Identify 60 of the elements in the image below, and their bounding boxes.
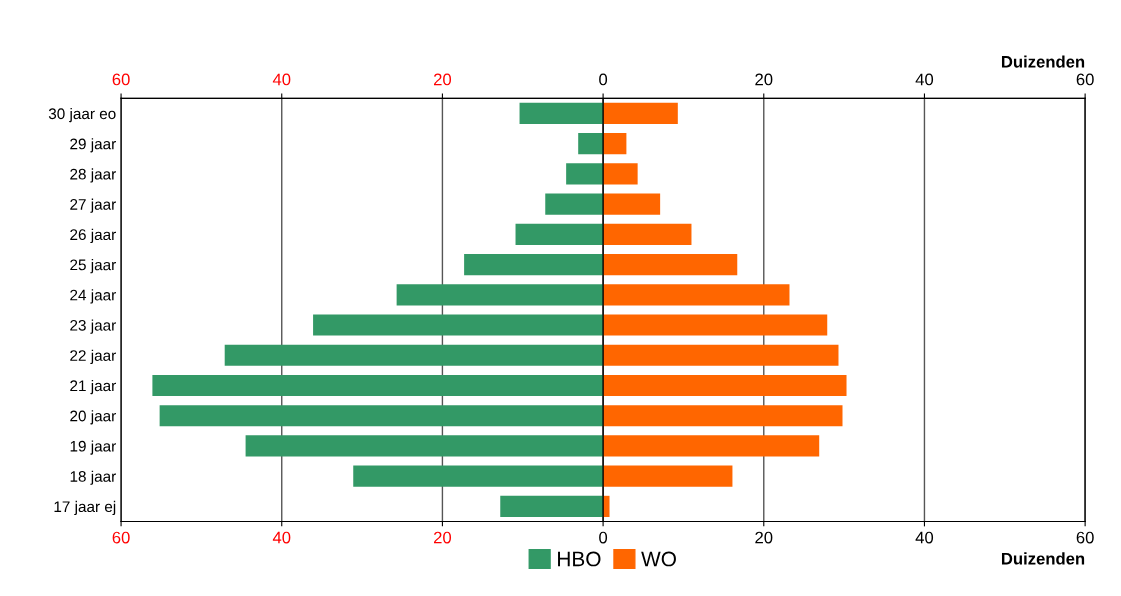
x-tick-label: 40 [272,531,291,544]
bar [578,133,604,155]
bar [464,254,604,276]
x2-tick-label: 20 [755,73,773,86]
bar [603,193,661,215]
bar [353,465,604,487]
bar [603,405,843,427]
x2-tick-label: 0 [599,73,608,86]
x-tick-label: 40 [915,531,934,544]
y-tick-label: 28 jaar [70,168,116,183]
bar [396,284,604,306]
y-tick-label: 22 jaar [70,349,116,364]
x-tick-label: 60 [112,531,130,544]
bar [152,374,604,397]
x-tick-label: 0 [599,531,608,544]
x2-tick-label: 40 [915,73,934,86]
y-tick-label: 29 jaar [70,138,116,153]
bar [603,163,638,185]
bar [603,102,678,125]
bar [603,133,627,155]
bar [603,465,733,487]
y-tick-label: 18 jaar [70,470,116,485]
legend-label: HBO [558,551,601,567]
y-tick-label: 24 jaar [70,289,116,304]
bar [603,495,610,517]
y-tick-label: 17 jaar ej [54,500,116,516]
x-tick-label: 60 [1076,531,1094,544]
bar [545,193,604,215]
legend-label: WO [641,551,676,567]
x2-tick-label: 20 [433,73,452,86]
bar [603,284,790,306]
bar [603,374,847,397]
x2-axis-title: Duizenden [1001,55,1085,68]
x2-tick-label: 60 [112,73,130,86]
bar [603,254,738,276]
x-tick-label: 20 [755,531,773,544]
y-tick-label: 25 jaar [70,259,116,274]
bar [515,223,604,245]
y-tick-label: 21 jaar [70,379,116,395]
bar [603,223,692,245]
x2-tick-label: 60 [1076,73,1094,86]
bar [313,314,604,336]
bar [566,163,604,185]
y-tick-label: 30 jaar eo [48,107,116,123]
bar [519,102,604,125]
y-tick-label: 19 jaar [70,440,116,455]
y-tick-label: 26 jaar [70,228,116,244]
bar [603,344,839,366]
x-tick-label: 20 [433,531,452,544]
bar [500,495,604,517]
x-axis-title: Duizenden [1001,552,1085,565]
bar [603,435,820,457]
bar [245,435,604,457]
bar [159,405,604,427]
bar [224,344,604,366]
y-tick-label: 27 jaar [70,198,116,213]
bar [603,314,828,336]
y-tick-label: 23 jaar [70,319,116,334]
y-tick-label: 20 jaar [70,410,116,425]
x2-tick-label: 40 [272,73,291,86]
